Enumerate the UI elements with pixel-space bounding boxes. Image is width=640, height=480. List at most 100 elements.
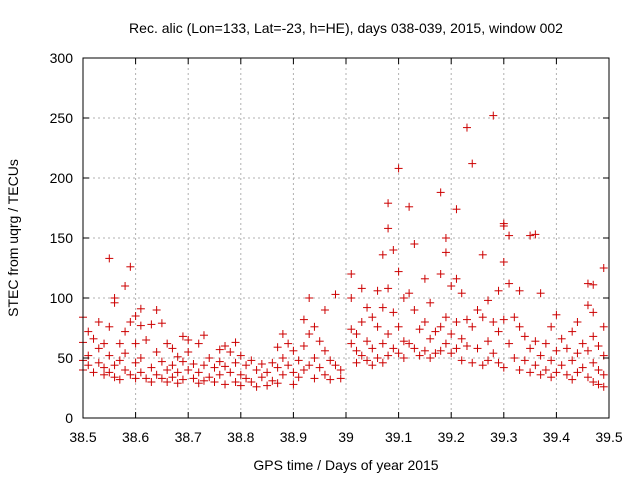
data-point (594, 342, 603, 350)
data-point (599, 264, 608, 272)
grid-lines (83, 58, 609, 418)
data-point (373, 354, 382, 362)
data-point (568, 327, 577, 336)
data-point (100, 339, 109, 348)
data-point (131, 312, 140, 320)
data-point (168, 373, 177, 382)
data-point (236, 370, 245, 379)
data-point (273, 379, 282, 388)
data-point (378, 358, 387, 367)
data-point (320, 346, 329, 355)
data-point (273, 343, 282, 352)
data-point (462, 342, 471, 350)
data-point (589, 332, 598, 341)
data-point (199, 376, 208, 385)
data-point (505, 231, 514, 240)
data-point (499, 315, 508, 324)
data-point (205, 373, 214, 382)
data-point (194, 379, 203, 388)
data-point (178, 375, 187, 384)
data-point (578, 339, 587, 348)
data-point (184, 336, 193, 344)
data-points (79, 111, 608, 391)
data-point (347, 270, 356, 278)
data-point (520, 332, 529, 341)
x-tick-label: 39.5 (595, 429, 622, 445)
data-point (299, 315, 308, 324)
axis-ticks (82, 57, 610, 419)
data-point (489, 349, 498, 358)
data-point (531, 337, 540, 346)
data-point (278, 354, 287, 362)
data-point (205, 354, 214, 362)
data-point (105, 368, 114, 377)
data-point (384, 330, 393, 338)
data-point (152, 306, 161, 314)
data-point (373, 286, 382, 295)
x-tick-label: 38.5 (69, 429, 96, 445)
data-point (541, 366, 550, 374)
data-point (178, 332, 187, 341)
data-point (105, 254, 114, 263)
data-point (268, 376, 277, 385)
data-point (115, 356, 124, 365)
data-point (305, 294, 314, 302)
data-point (431, 349, 440, 358)
data-point (284, 339, 293, 348)
data-point (310, 374, 319, 383)
data-point (305, 330, 314, 338)
data-point (378, 339, 387, 348)
data-point (389, 246, 398, 254)
data-point (368, 361, 377, 370)
data-point (320, 306, 329, 314)
data-point (368, 344, 377, 353)
data-point (594, 380, 603, 389)
data-point (136, 321, 145, 330)
data-point (378, 303, 387, 312)
data-point (452, 274, 461, 283)
data-point (231, 358, 240, 367)
data-point (226, 368, 235, 377)
data-point (215, 345, 224, 354)
data-point (410, 306, 419, 314)
data-point (452, 318, 461, 326)
data-point (347, 339, 356, 348)
data-point (326, 375, 335, 384)
data-point (157, 357, 166, 366)
data-point (163, 378, 172, 386)
data-point (473, 344, 482, 353)
data-point (289, 380, 298, 389)
data-point (347, 325, 356, 334)
data-point (352, 330, 361, 338)
y-tick-labels: 0 50 100 150 200 250 300 (50, 50, 74, 426)
data-point (457, 356, 466, 365)
data-point (363, 337, 372, 346)
data-point (583, 279, 592, 288)
data-point (420, 274, 429, 283)
data-point (163, 366, 172, 374)
data-point (94, 358, 103, 367)
data-point (357, 284, 366, 293)
x-tick-label: 39.4 (543, 429, 570, 445)
data-point (510, 354, 519, 362)
data-point (452, 205, 461, 214)
data-point (210, 363, 219, 372)
data-point (121, 282, 130, 290)
data-point (331, 290, 340, 299)
data-point (184, 366, 193, 374)
data-point (189, 360, 198, 368)
data-point (547, 373, 556, 382)
data-point (399, 337, 408, 346)
data-point (294, 373, 303, 382)
data-point (547, 356, 556, 365)
data-point (583, 301, 592, 310)
data-point (357, 318, 366, 326)
data-point (436, 270, 445, 278)
data-point (547, 322, 556, 331)
data-point (336, 366, 345, 374)
data-point (231, 338, 240, 347)
data-point (552, 310, 561, 319)
data-point (152, 348, 161, 356)
data-point (226, 348, 235, 356)
